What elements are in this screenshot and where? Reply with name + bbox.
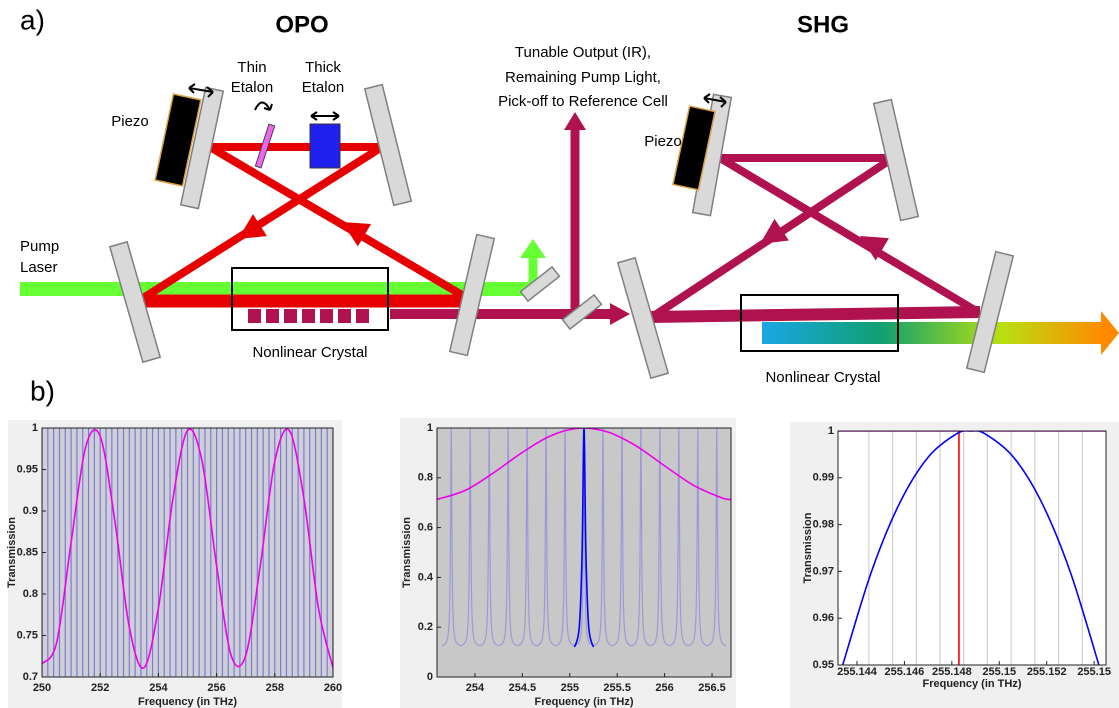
label: Etalon xyxy=(302,79,345,96)
x-tick-label: 254 xyxy=(466,682,485,694)
x-tick-label: 260 xyxy=(324,682,342,694)
label: Pump xyxy=(20,238,59,255)
y-tick-label: 0.4 xyxy=(418,571,434,583)
label: Piezo xyxy=(644,133,682,150)
rotate-arrow xyxy=(255,103,272,111)
y-tick-label: 1 xyxy=(32,422,38,434)
shg-title: SHG xyxy=(797,11,849,38)
y-tick-label: 0.85 xyxy=(17,546,38,558)
label: Tunable Output (IR), xyxy=(515,44,651,61)
y-tick-label: 0.99 xyxy=(813,472,834,484)
x-tick-label: 255.15 xyxy=(1077,666,1111,678)
label: Laser xyxy=(20,259,58,276)
x-axis-label: Frequency (in THz) xyxy=(534,696,633,708)
x-tick-label: 254.5 xyxy=(509,682,537,694)
y-tick-label: 1 xyxy=(427,422,433,434)
label: Etalon xyxy=(231,79,274,96)
x-tick-label: 255.144 xyxy=(837,666,878,678)
label: Pick-off to Reference Cell xyxy=(498,93,668,110)
y-tick-label: 0.6 xyxy=(418,522,433,534)
label: Piezo xyxy=(111,113,149,130)
x-axis-label: Frequency (in THz) xyxy=(138,696,237,708)
poled-crystal xyxy=(248,309,369,323)
y-tick-label: 0.2 xyxy=(418,621,433,633)
figure: a) OPO SHG Thin Etalon Thick Etalon Piez… xyxy=(0,0,1119,708)
shg-output xyxy=(762,322,1104,344)
x-tick-label: 255.15 xyxy=(982,666,1016,678)
x-tick-label: 256 xyxy=(655,682,673,694)
x-tick-label: 255.152 xyxy=(1027,666,1067,678)
y-tick-label: 1 xyxy=(828,425,834,437)
y-tick-label: 0.8 xyxy=(418,472,433,484)
beam xyxy=(650,312,980,317)
x-tick-label: 255 xyxy=(561,682,579,694)
panel-label: b) xyxy=(30,375,55,406)
x-tick-label: 255.146 xyxy=(885,666,925,678)
arrowhead xyxy=(1101,311,1119,355)
y-tick-label: 0.97 xyxy=(813,565,834,577)
arrowhead xyxy=(564,112,586,130)
x-tick-label: 256.5 xyxy=(698,682,726,694)
arrowhead xyxy=(610,303,630,325)
opo-title: OPO xyxy=(275,11,328,38)
y-tick-label: 0.8 xyxy=(23,588,38,600)
x-tick-label: 255.5 xyxy=(603,682,631,694)
label: Nonlinear Crystal xyxy=(252,344,367,361)
y-axis-label: Transmission xyxy=(6,517,18,588)
piezo-arrow xyxy=(189,84,213,97)
y-tick-label: 0.75 xyxy=(17,629,38,641)
x-tick-label: 258 xyxy=(266,682,284,694)
label: Remaining Pump Light, xyxy=(505,69,661,86)
arrowhead xyxy=(520,239,546,258)
y-tick-label: 0.7 xyxy=(23,671,38,683)
y-axis-label: Transmission xyxy=(401,517,413,588)
panel-label: a) xyxy=(20,4,45,35)
y-tick-label: 0 xyxy=(427,671,433,683)
y-tick-label: 0.95 xyxy=(813,659,834,671)
x-tick-label: 254 xyxy=(149,682,168,694)
beam xyxy=(210,147,462,295)
y-tick-label: 0.9 xyxy=(23,505,38,517)
y-tick-label: 0.95 xyxy=(17,463,38,475)
y-tick-label: 0.98 xyxy=(813,519,834,531)
x-tick-label: 250 xyxy=(33,682,51,694)
y-axis-label: Transmission xyxy=(802,512,814,583)
etalon-arrow xyxy=(311,112,339,120)
label: Thick xyxy=(305,59,341,76)
beam xyxy=(720,158,978,312)
x-tick-label: 252 xyxy=(91,682,109,694)
thick-etalon xyxy=(310,124,340,168)
y-tick-label: 0.96 xyxy=(813,612,834,624)
x-tick-label: 255.148 xyxy=(932,666,972,678)
label: Thin xyxy=(237,59,266,76)
plot-background xyxy=(838,431,1106,665)
x-tick-label: 256 xyxy=(207,682,225,694)
x-axis-label: Frequency (in THz) xyxy=(922,678,1021,690)
label: Nonlinear Crystal xyxy=(765,369,880,386)
